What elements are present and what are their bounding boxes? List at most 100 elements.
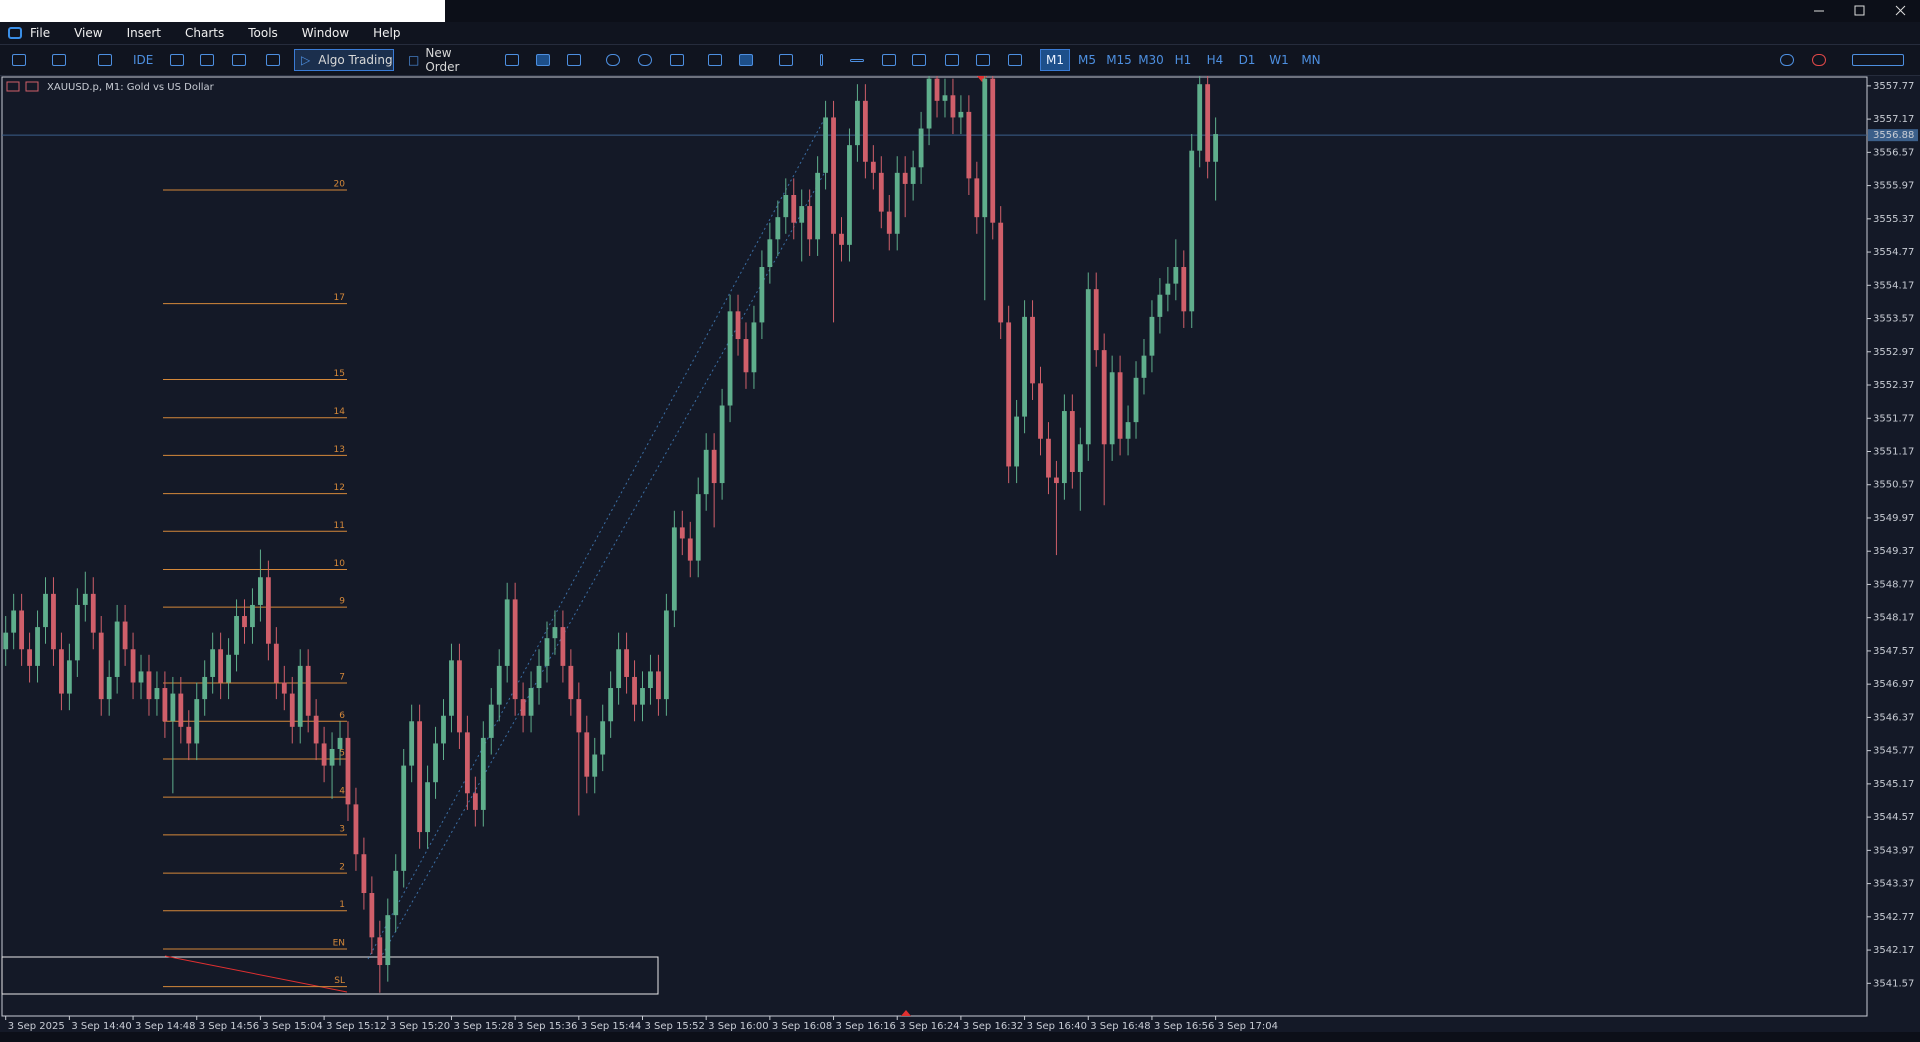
title-bar-blank — [0, 0, 445, 22]
toolbar-icon[interactable] — [708, 54, 722, 66]
candle-body — [457, 660, 462, 733]
toolbar-icon[interactable] — [170, 54, 184, 66]
candle-body — [464, 732, 470, 794]
candle-body — [520, 699, 526, 716]
x-tick-label: 3 Sep 14:48 — [135, 1021, 195, 1032]
menu-item[interactable]: Charts — [185, 26, 225, 40]
candle-body — [242, 616, 247, 628]
menu-item[interactable]: Tools — [248, 26, 278, 40]
toolbar-icon[interactable] — [850, 59, 864, 62]
candle-body — [847, 145, 852, 245]
notifications-icon[interactable] — [1812, 54, 1826, 66]
candle-body — [640, 688, 645, 705]
x-tick-label: 3 Sep 14:40 — [71, 1021, 131, 1032]
toolbar-icon[interactable] — [266, 54, 280, 66]
toolbar-icon[interactable] — [1008, 54, 1022, 66]
toolbar-icon[interactable] — [945, 54, 959, 66]
close-button[interactable] — [1895, 5, 1906, 16]
candle-body — [488, 704, 494, 738]
y-tick-label: 3541.57 — [1873, 978, 1914, 989]
menu-item[interactable]: View — [74, 26, 103, 40]
candle-body — [1149, 316, 1155, 356]
toolbar-icon[interactable] — [505, 54, 519, 66]
chart-icon — [25, 81, 39, 92]
level-label: 20 — [334, 180, 346, 190]
menu-item[interactable]: Insert — [126, 26, 161, 40]
y-tick-label: 3552.37 — [1873, 380, 1914, 391]
level-label: SL — [334, 976, 345, 986]
candle-body — [194, 699, 200, 744]
toolbar-icon[interactable] — [976, 54, 990, 66]
level-label: 6 — [339, 711, 345, 721]
timeframe-button[interactable]: M1 — [1040, 49, 1070, 71]
level-label: 17 — [334, 293, 345, 303]
candle-body — [178, 693, 184, 727]
toolbar-icon[interactable] — [739, 54, 753, 66]
candle-body — [870, 161, 876, 173]
timeframe-button[interactable]: H1 — [1174, 53, 1192, 67]
account-icon[interactable] — [1852, 54, 1904, 66]
x-tick-label: 3 Sep 16:24 — [899, 1021, 959, 1032]
toolbar-icon[interactable] — [670, 54, 684, 66]
candle-body — [1197, 84, 1203, 151]
candle-body — [90, 593, 96, 633]
candle-body — [1014, 416, 1020, 467]
x-tick-label: 3 Sep 15:12 — [326, 1021, 386, 1032]
zoom-in[interactable] — [606, 54, 620, 66]
candle-body — [138, 671, 144, 683]
candle-body — [815, 172, 821, 240]
timeframe-button[interactable]: H4 — [1206, 53, 1224, 67]
marker — [901, 1010, 911, 1016]
timeframe-button[interactable]: MN — [1301, 53, 1321, 67]
timeframe-button[interactable]: M15 — [1106, 53, 1132, 67]
timeframe-button[interactable]: M5 — [1078, 53, 1096, 67]
candle-body — [966, 111, 972, 179]
candle-body — [1141, 355, 1147, 378]
toolbar-icon[interactable] — [820, 54, 823, 66]
timeframe-button[interactable]: D1 — [1238, 53, 1256, 67]
y-tick-label: 3549.97 — [1873, 513, 1914, 524]
candle-body — [1181, 267, 1187, 312]
menu-item[interactable]: File — [30, 26, 51, 40]
new-order-button[interactable]: □ New Order — [404, 46, 486, 74]
y-tick-label: 3554.17 — [1873, 280, 1914, 291]
toolbar-icon[interactable] — [232, 54, 246, 66]
ide-button[interactable]: IDE — [133, 53, 154, 67]
level-label: 10 — [334, 559, 346, 569]
candle-body — [1085, 289, 1091, 445]
candle-body — [1030, 316, 1035, 384]
candle-body — [146, 671, 152, 700]
level-label: 7 — [339, 673, 345, 683]
timeframe-button[interactable]: W1 — [1269, 53, 1289, 67]
candle-body — [862, 100, 868, 162]
toolbar-icon[interactable] — [536, 54, 550, 66]
toolbar-icon[interactable] — [912, 54, 926, 66]
menu-item[interactable]: Window — [301, 26, 350, 40]
restore-button[interactable] — [1854, 5, 1865, 16]
candle-body — [767, 239, 773, 268]
screenshot-icon[interactable] — [779, 54, 793, 66]
toolbar-icon[interactable] — [52, 54, 66, 66]
candle-body — [783, 194, 789, 218]
search-icon[interactable] — [1780, 54, 1794, 66]
toolbar-icon[interactable] — [200, 54, 214, 66]
candle-body — [1054, 477, 1059, 484]
algo-trading-button[interactable]: ▷ Algo Trading — [294, 49, 394, 71]
candle-body — [576, 699, 582, 733]
timeframe-button[interactable]: M30 — [1138, 53, 1164, 67]
candle-body — [1077, 444, 1083, 472]
toolbar-icon[interactable] — [12, 54, 26, 66]
toolbar-icon[interactable] — [567, 54, 581, 66]
level-label: 4 — [339, 787, 345, 797]
y-tick-label: 3555.97 — [1873, 181, 1914, 192]
candle-body — [329, 748, 335, 766]
toolbar-icon[interactable] — [882, 54, 896, 66]
menu-item[interactable]: Help — [373, 26, 401, 40]
toolbar: IDE ▷ Algo Trading □ New Order M1 M5 M15 M30 H… — [0, 44, 1920, 76]
zoom-out[interactable] — [638, 54, 652, 66]
x-tick-label: 3 Sep 16:08 — [772, 1021, 832, 1032]
algo-trading-label: Algo Trading — [318, 53, 393, 67]
y-tick-label: 3547.57 — [1873, 646, 1914, 657]
candle-body — [735, 311, 741, 340]
toolbar-icon[interactable] — [98, 54, 112, 66]
